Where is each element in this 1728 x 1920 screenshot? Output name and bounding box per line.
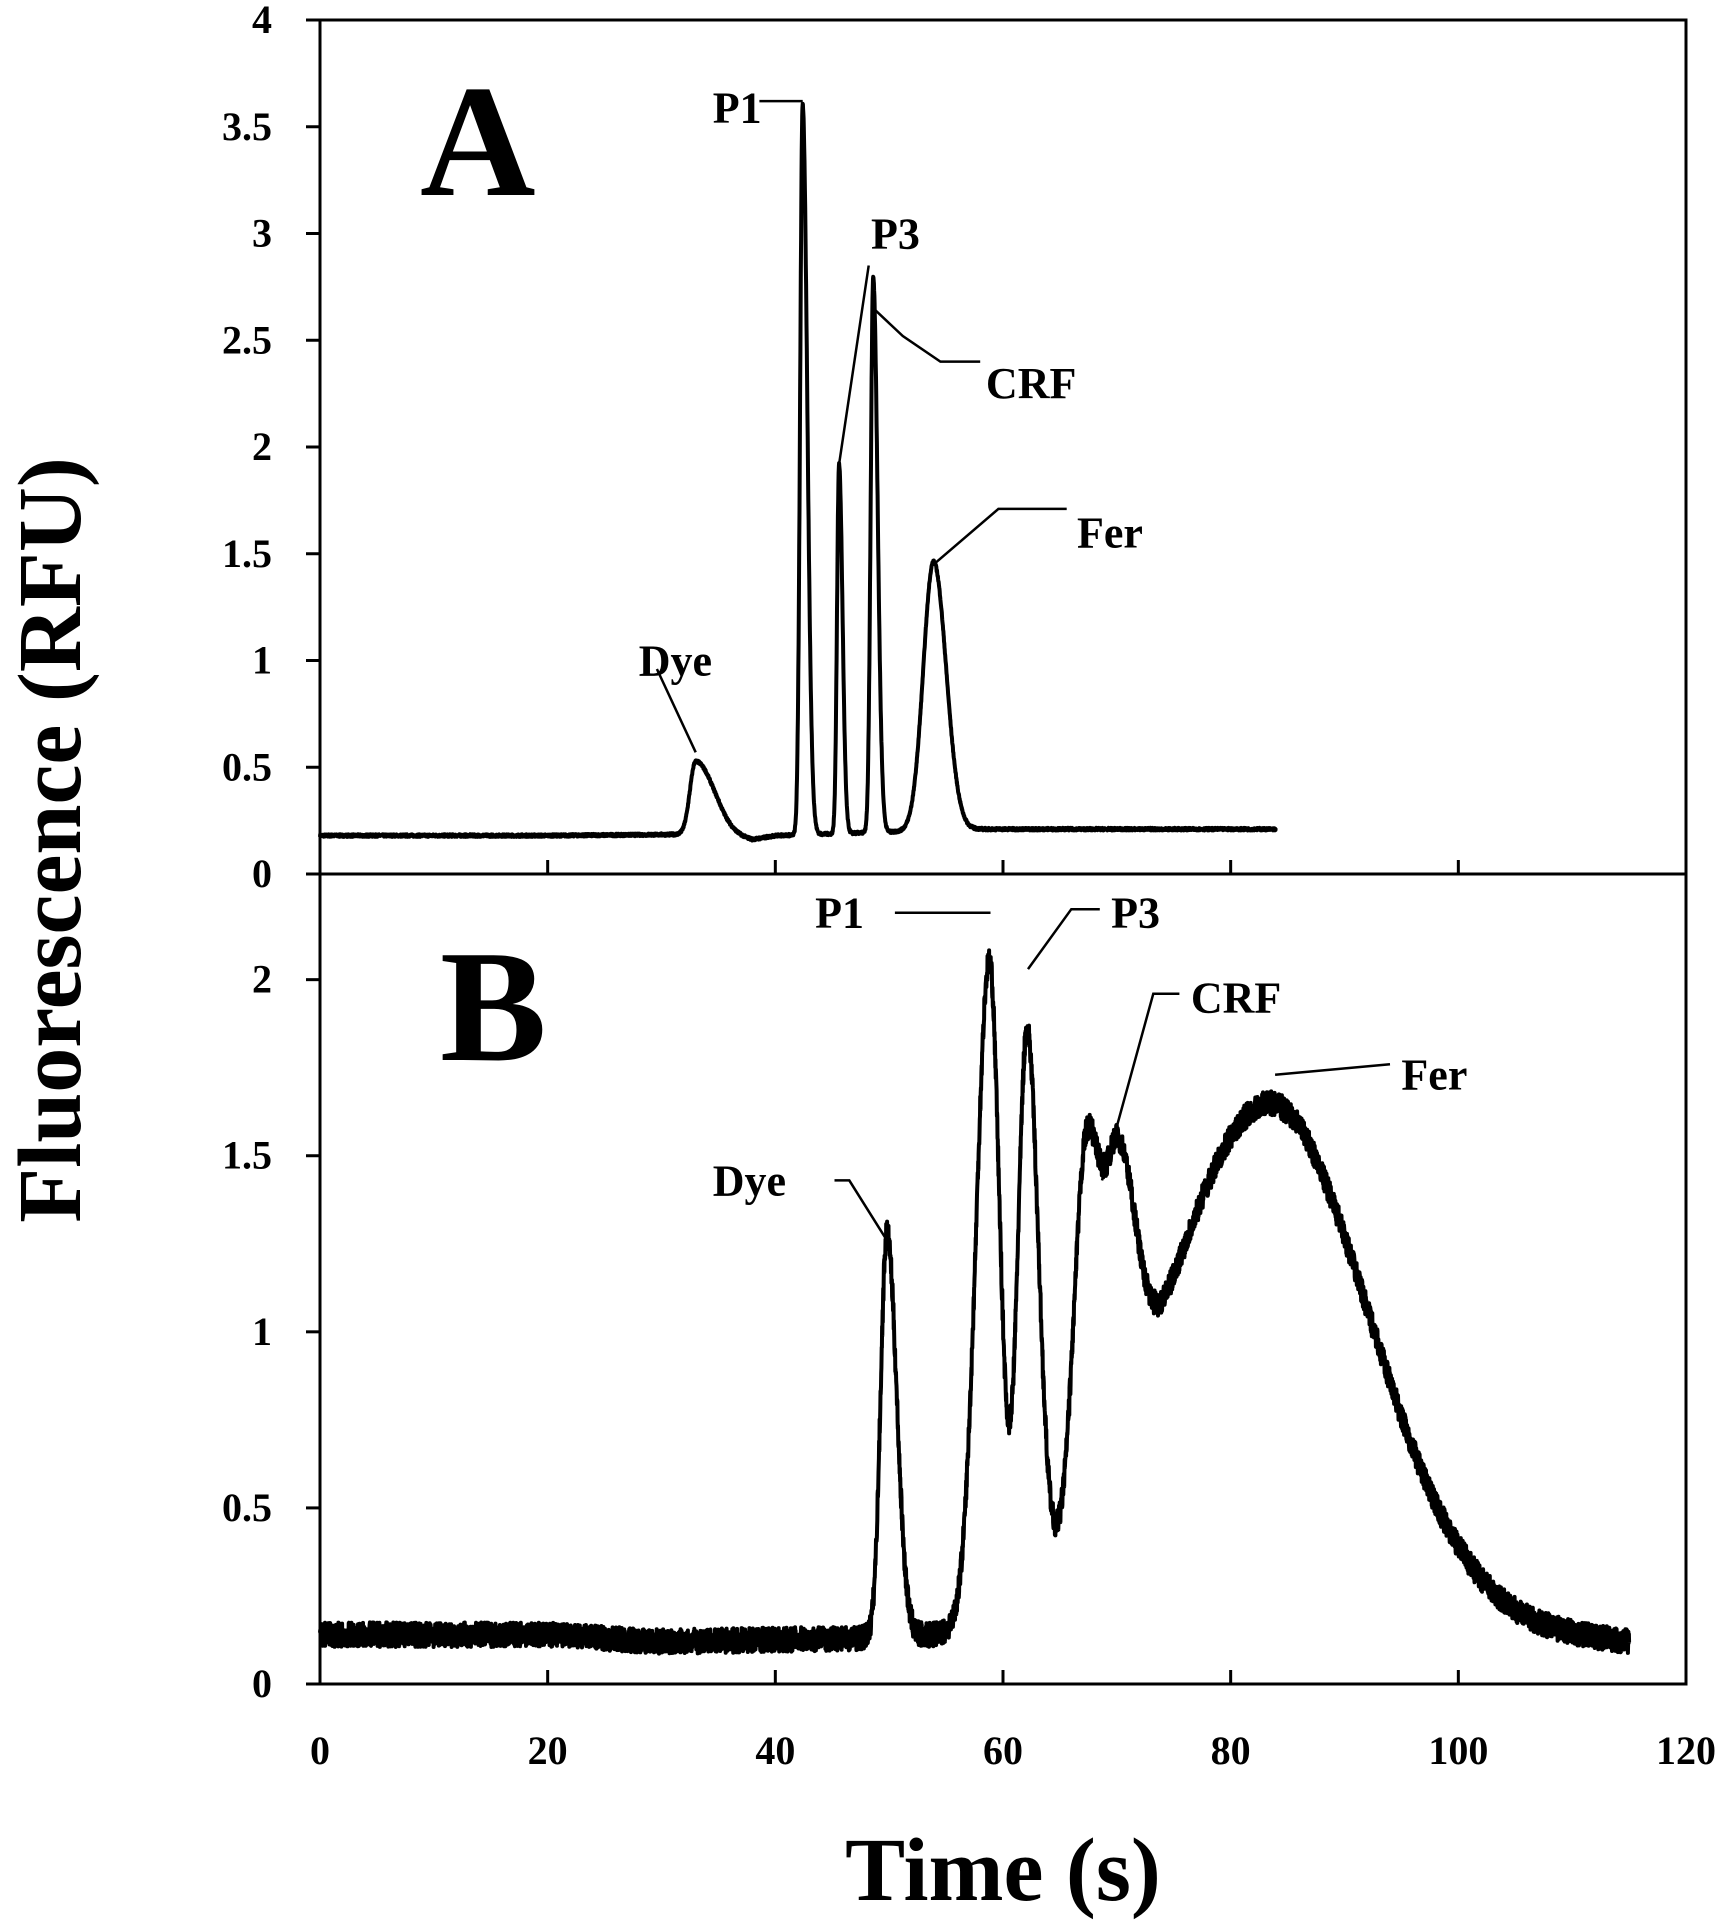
y-tick-label: 0.5 [222, 1485, 272, 1530]
peak-labels-panel-b: Dye P1 P3 CRF Fer [713, 889, 1468, 1206]
peak-label-p1: P1 [815, 889, 864, 938]
x-tick-label: 120 [1656, 1728, 1716, 1773]
peak-labels-panel-a: Dye P1 P3 CRF Fer [639, 84, 1143, 686]
y-tick-label: 3.5 [222, 104, 272, 149]
peak-label-crf: CRF [1191, 973, 1281, 1022]
y-tick-label: 1.5 [222, 531, 272, 576]
peak-leader-dye [834, 1179, 888, 1241]
x-tick-label: 100 [1428, 1728, 1488, 1773]
x-tick-label: 40 [755, 1728, 795, 1773]
peak-leader-fer [932, 507, 1067, 566]
y-tick-label: 0 [252, 1661, 272, 1706]
y-tick-label: 2.5 [222, 317, 272, 362]
peak-leaders-panel-b [834, 907, 1391, 1241]
peak-label-dye: Dye [639, 637, 712, 686]
peak-label-crf: CRF [986, 359, 1076, 408]
y-tick-labels-panel-a: 0 0.5 1 1.5 2 2.5 3 3.5 4 [222, 0, 272, 896]
y-tick-label: 2 [252, 424, 272, 469]
panel-label-a: A [420, 52, 536, 230]
y-tick-label: 2 [252, 957, 272, 1002]
trace-panel-a [318, 101, 1278, 843]
x-axis-title: Time (s) [845, 1821, 1161, 1920]
y-axis-title: Fluorescence (RFU) [1, 457, 100, 1223]
y-tick-label: 0 [252, 851, 272, 896]
peak-label-p3: P3 [871, 210, 920, 259]
y-tick-label: 3 [252, 211, 272, 256]
peak-leader-dye [655, 668, 697, 753]
trace-panel-b [318, 948, 1632, 1656]
peak-leader-fer [1274, 1062, 1391, 1076]
y-tick-label: 1 [252, 638, 272, 683]
peak-label-dye: Dye [713, 1156, 786, 1205]
tick-marks [306, 18, 1460, 1686]
peak-leader-crf [1100, 992, 1180, 1181]
x-tick-label: 20 [528, 1728, 568, 1773]
peak-label-p1: P1 [713, 84, 762, 133]
x-tick-label: 0 [310, 1728, 330, 1773]
peak-label-fer: Fer [1077, 508, 1143, 557]
peak-leader-p3 [1026, 907, 1100, 970]
panel-a: 0 0.5 1 1.5 2 2.5 3 3.5 4 Dye P1 P3 CRF Fer A [222, 0, 1278, 896]
y-tick-label: 1 [252, 1309, 272, 1354]
plot-frame [318, 18, 1688, 1686]
panel-label-b: B [440, 917, 547, 1095]
peak-label-p3: P3 [1111, 889, 1160, 938]
panel-b: 0 0.5 1 1.5 2 Dye P1 P3 CRF Fer B [222, 889, 1632, 1706]
y-tick-label: 4 [252, 0, 272, 42]
peak-leaders-panel-a [655, 99, 1067, 753]
peak-label-fer: Fer [1401, 1051, 1467, 1100]
x-tick-label: 60 [983, 1728, 1023, 1773]
y-tick-label: 0.5 [222, 744, 272, 789]
y-tick-labels-panel-b: 0 0.5 1 1.5 2 [222, 957, 272, 1706]
x-tick-labels: 0 20 40 60 80 100 120 [310, 1728, 1716, 1773]
y-tick-label: 1.5 [222, 1133, 272, 1178]
x-tick-label: 80 [1211, 1728, 1251, 1773]
peak-leader-p3 [837, 265, 870, 465]
peak-leader-crf [872, 307, 981, 363]
